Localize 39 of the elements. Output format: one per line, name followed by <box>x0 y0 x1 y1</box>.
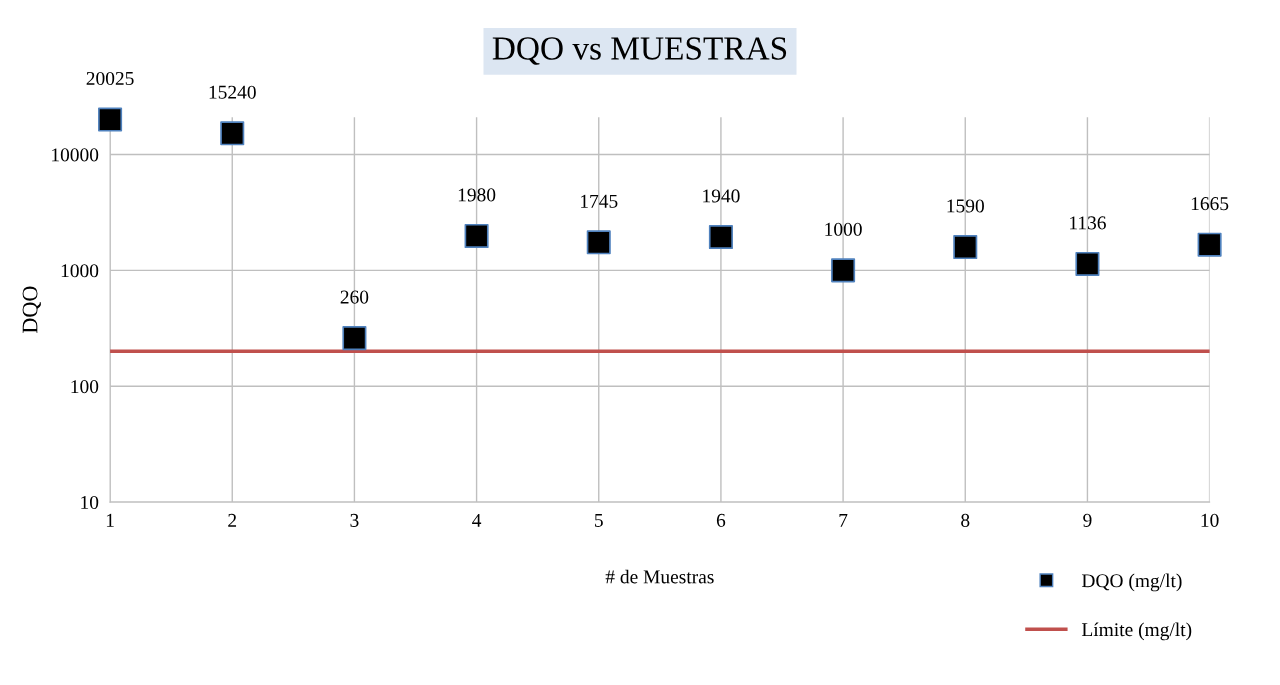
point <box>98 107 123 132</box>
point <box>220 121 245 146</box>
point <box>1197 232 1222 257</box>
y-axis-title: DQO <box>22 286 41 334</box>
data-label: 20025 <box>86 71 134 86</box>
x-tick-label: 10 <box>1201 513 1219 527</box>
x-tick-label: 3 <box>350 513 359 527</box>
x-tick-label: 5 <box>595 513 603 527</box>
legend-label: Límite (mg/lt) <box>1081 622 1192 641</box>
data-label: 1590 <box>947 199 984 213</box>
x-tick-label: 1 <box>106 513 114 527</box>
data-label: 1745 <box>581 194 618 208</box>
data-label: 1980 <box>458 188 496 202</box>
y-tick-label: 1000 <box>61 264 99 278</box>
point <box>342 326 367 351</box>
x-tick-label: 6 <box>716 513 726 527</box>
data-label: 15240 <box>209 85 256 99</box>
data-label: 1665 <box>1191 197 1229 211</box>
x-tick-label: 8 <box>961 513 970 527</box>
point <box>1075 251 1100 276</box>
point <box>586 230 611 255</box>
y-tick-label: 10 <box>81 495 99 510</box>
x-tick-label: 9 <box>1083 513 1092 527</box>
y-tick-label: 10000 <box>52 148 99 162</box>
data-label: 1940 <box>703 189 740 203</box>
point <box>708 224 733 250</box>
point <box>953 234 978 260</box>
data-label: 1136 <box>1070 216 1106 230</box>
x-tick-label: 7 <box>839 513 848 527</box>
y-tick-label: 100 <box>71 380 99 394</box>
data-label: 260 <box>340 290 369 304</box>
x-tick-label: 4 <box>472 513 482 527</box>
point <box>464 223 489 249</box>
chart-title: DQO vs MUESTRAS <box>492 37 787 65</box>
legend-label: DQO (mg/lt) <box>1081 573 1182 592</box>
data-label: 1000 <box>825 222 862 236</box>
point <box>831 258 856 283</box>
x-tick-label: 2 <box>228 513 237 527</box>
x-axis-title: # de Muestras <box>605 569 714 584</box>
